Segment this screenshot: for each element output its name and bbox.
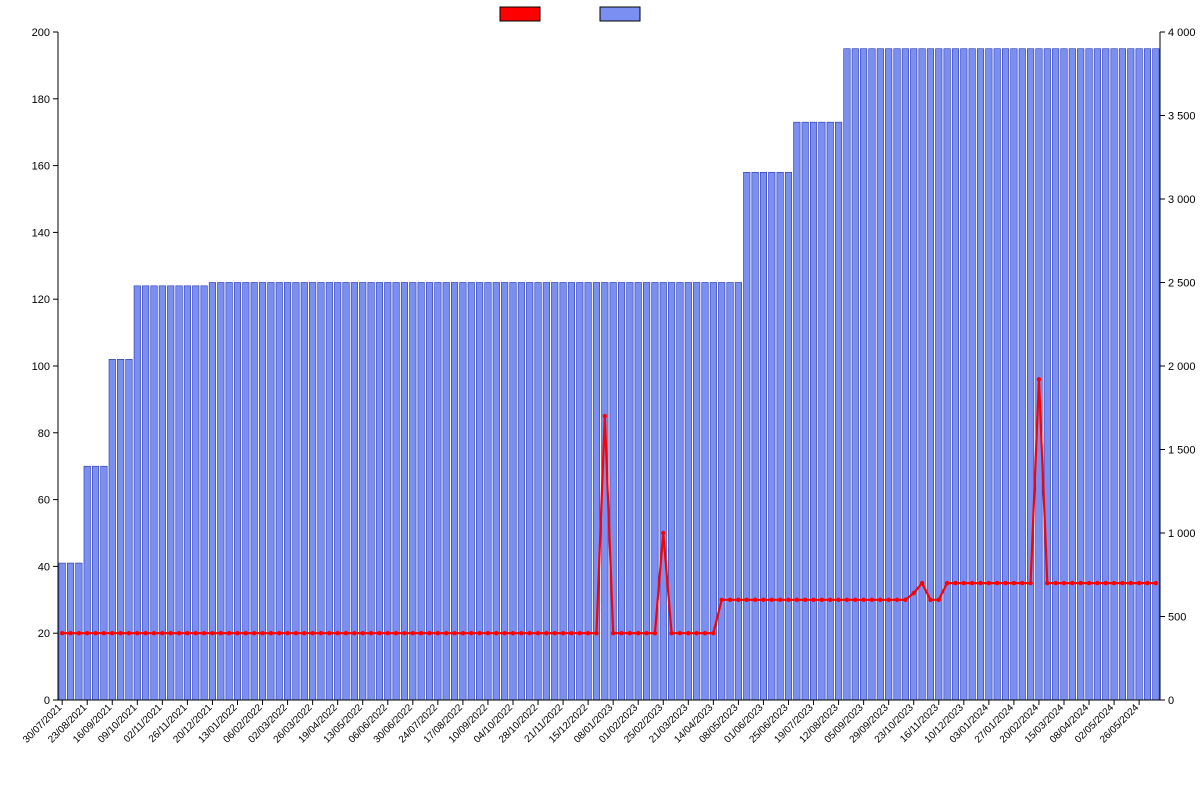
- y-right-tick-label: 3 500: [1168, 111, 1196, 123]
- y-left-tick-label: 120: [32, 294, 50, 306]
- y-right-tick-label: 1 000: [1168, 528, 1196, 540]
- y-left-tick-label: 140: [32, 227, 50, 239]
- y-right-tick-label: 3 000: [1168, 194, 1196, 206]
- y-left-tick-label: 200: [32, 27, 50, 39]
- y-left-tick-label: 20: [38, 628, 50, 640]
- y-right-tick-label: 0: [1168, 695, 1174, 707]
- y-left-tick-label: 100: [32, 361, 50, 373]
- y-left-tick-label: 40: [38, 561, 50, 573]
- y-left-tick-label: 80: [38, 428, 50, 440]
- y-right-tick-label: 2 000: [1168, 361, 1196, 373]
- combo-chart: 0 20 40 60 80 100 120 140 160 180 200 0 500 1 000 1 50…: [0, 0, 1200, 800]
- y-left-tick-label: 60: [38, 495, 50, 507]
- legend-swatch: [600, 7, 640, 21]
- legend-swatch: [500, 7, 540, 21]
- y-right-tick-label: 2 500: [1168, 278, 1196, 290]
- y-left-tick-label: 0: [44, 695, 50, 707]
- y-right-tick-label: 500: [1168, 612, 1186, 624]
- y-left-tick-label: 160: [32, 161, 50, 173]
- y-right-tick-label: 4 000: [1168, 27, 1196, 39]
- y-left-tick-label: 180: [32, 94, 50, 106]
- y-right-tick-label: 1 500: [1168, 445, 1196, 457]
